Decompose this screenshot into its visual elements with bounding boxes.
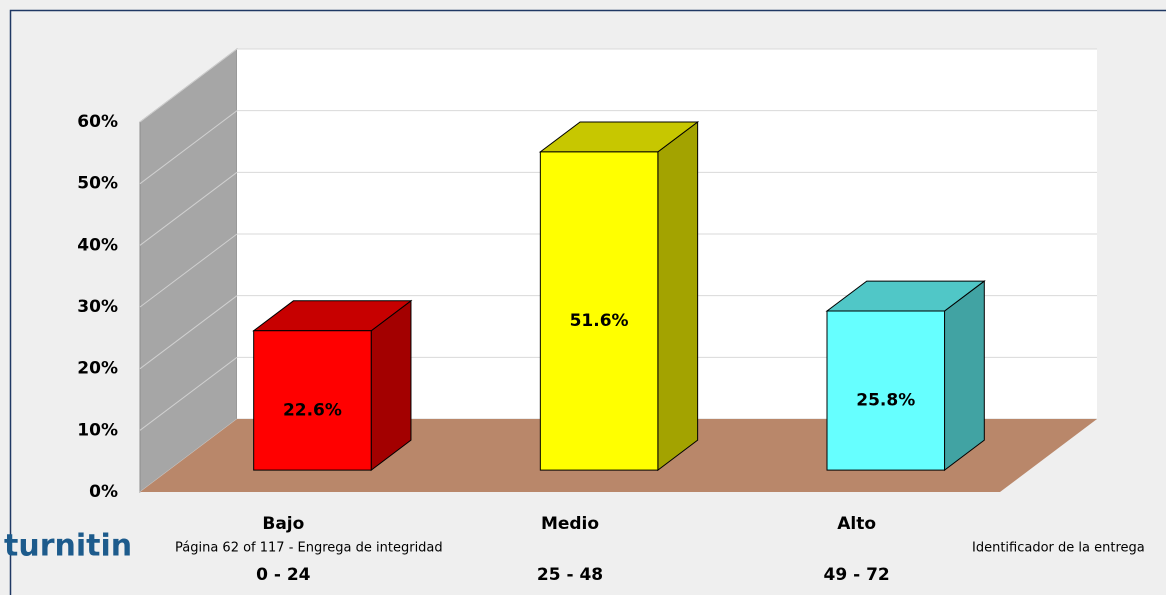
- y-tick-label: 60%: [77, 112, 118, 132]
- logo: turnitin: [4, 529, 132, 564]
- grid-line: [139, 171, 238, 246]
- y-tick-label: 40%: [77, 235, 118, 255]
- grid-line: [139, 295, 238, 370]
- x-tick-range: 0 - 24: [256, 565, 311, 585]
- bar: [826, 310, 946, 471]
- x-tick-label: Medio: [541, 514, 599, 534]
- y-tick-label: 50%: [77, 174, 118, 194]
- bar: [539, 151, 659, 471]
- grid-line: [139, 233, 238, 308]
- bar-side: [944, 280, 985, 472]
- plot: 0% 10% 20% 30% 40% 50% 60% Bajo 0 - 24 22.6% Medio…: [77, 47, 1097, 585]
- x-tick-range: 49 - 72: [824, 565, 890, 585]
- x-tick-range: 25 - 48: [537, 565, 603, 585]
- y-tick-label: 0%: [89, 482, 118, 502]
- value-label: 25.8%: [856, 391, 915, 411]
- y-tick-label: 20%: [77, 359, 118, 379]
- x-tick-label: Alto: [837, 514, 876, 534]
- y-tick-label: 10%: [77, 420, 118, 440]
- value-label: 22.6%: [283, 400, 342, 420]
- bar: [253, 330, 372, 471]
- y-tick-label: 30%: [77, 297, 118, 317]
- x-tick-label: Bajo: [262, 514, 304, 534]
- bar-side: [657, 120, 699, 472]
- grid-line: [139, 356, 238, 431]
- value-label: 51.6%: [570, 311, 629, 331]
- frame: [9, 9, 1166, 595]
- grid-line: [139, 48, 238, 123]
- id-footer: Identificador de la entrega: [972, 541, 1145, 556]
- page-footer: Página 62 of 117 - Engrega de integridad: [175, 541, 443, 556]
- grid-line: [139, 110, 238, 185]
